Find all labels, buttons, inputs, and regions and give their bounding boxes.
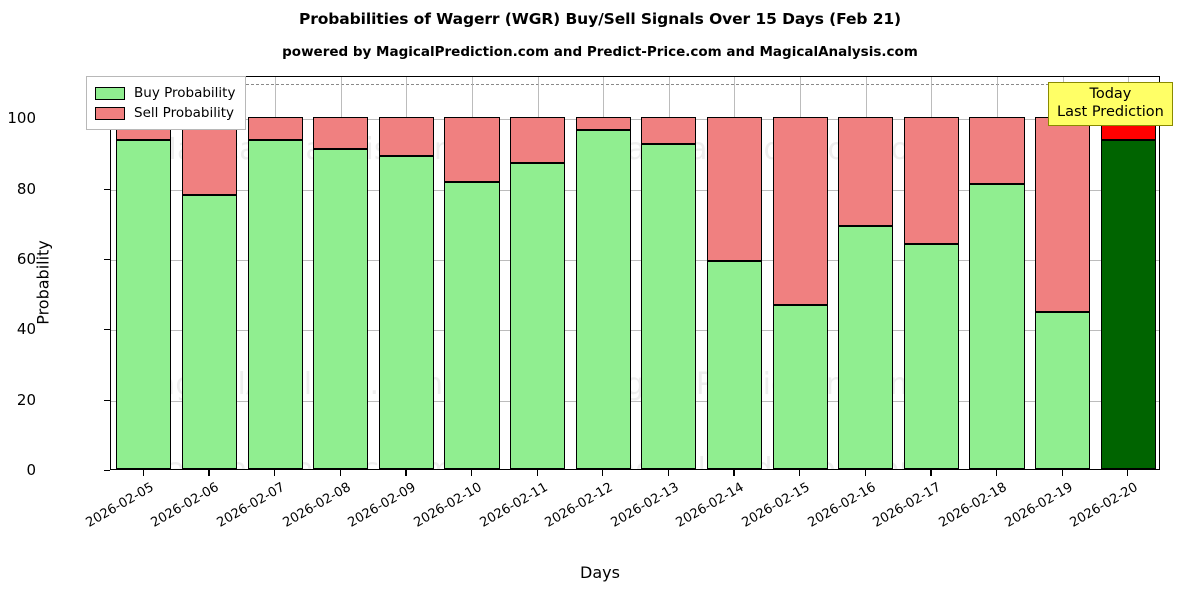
bar-segment-sell [903,117,959,244]
y-axis-tick-mark [104,470,110,472]
bar-segment-buy [838,226,894,469]
bar-segment-sell [772,117,828,306]
bar [116,117,172,469]
legend-label-sell: Sell Probability [134,105,235,121]
y-axis-tick-mark [104,258,110,261]
x-axis-tick-mark [208,470,210,476]
bar-segment-buy [247,140,303,469]
bar-segment-buy [772,305,828,469]
bar [575,117,631,469]
today-annotation-line2: Last Prediction [1057,103,1164,120]
y-axis-tick-mark [104,399,110,401]
today-annotation: Today Last Prediction [1048,82,1173,127]
bar-segment-buy [641,143,697,469]
bar [378,117,434,469]
bar-today [1100,117,1156,469]
bar-segment-sell [444,117,500,183]
x-axis-tick-mark [339,470,341,476]
bar-segment-buy [313,148,369,469]
x-axis-tick-mark [470,470,473,476]
legend-item-buy: Buy Probability [95,83,235,103]
y-axis-tick-label: 60 [16,249,36,268]
bar-segment-buy [510,162,566,469]
x-axis-tick-mark [536,470,538,476]
bar [641,117,697,469]
chart-title: Probabilities of Wagerr (WGR) Buy/Sell S… [298,10,902,28]
x-axis-tick-mark [405,470,407,476]
y-axis-tick-mark [104,188,110,190]
x-axis-tick-mark [274,470,276,476]
legend-item-sell: Sell Probability [95,103,235,123]
gridline-horizontal [111,119,1159,121]
bar [510,117,566,469]
x-axis-tick-mark [142,470,144,476]
bar-segment-buy [181,194,237,469]
gridline-horizontal [111,330,1159,332]
x-axis-tick-mark [930,470,932,476]
bar-segment-buy [575,129,631,469]
y-axis-tick-label: 20 [16,390,36,409]
legend-swatch-buy [95,86,125,100]
y-axis-tick-label: 0 [26,461,36,479]
bar-segment-buy [378,155,434,469]
bar-segment-buy [706,261,762,469]
bar [772,117,828,469]
y-axis-tick-label: 80 [16,179,36,198]
x-axis-tick-mark [995,470,998,476]
bar [706,117,762,469]
x-axis-tick-mark [667,470,669,476]
chart-legend: Buy Probability Sell Probability [86,76,247,130]
bar-series-layer [111,77,1159,469]
bar-segment-sell [575,117,631,130]
bar [181,117,237,469]
x-axis-tick-mark [733,470,735,476]
bar-segment-buy [444,182,500,469]
x-axis-tick-mark [799,470,801,476]
gridline-horizontal [111,259,1159,261]
plot-area: MagicalAnalysis.com MagicalPrediction.com… [110,76,1160,470]
x-axis-label: Days [580,563,620,582]
bar [1035,117,1091,469]
y-axis-tick-mark [104,329,110,331]
bar-segment-sell [706,117,762,262]
x-axis-tick-mark [1127,470,1129,476]
gridline-horizontal [111,189,1159,191]
bar-segment-sell [247,117,303,141]
legend-swatch-sell [95,106,125,120]
bar-segment-sell [378,117,434,156]
bar [969,117,1025,469]
today-annotation-line1: Today [1089,86,1132,102]
bar-segment-sell [1035,117,1091,313]
chart-subtitle: powered by MagicalPrediction.com and Pre… [282,44,918,60]
legend-label-buy: Buy Probability [134,85,236,101]
y-axis-tick-label: 100 [7,109,36,128]
bar [313,117,369,469]
bar-segment-buy [116,140,172,469]
bar [903,117,959,469]
bar-segment-sell [969,117,1025,185]
bar-segment-sell [313,117,369,149]
x-axis-tick-mark [864,470,866,476]
bar-segment-buy [1100,140,1156,469]
gridline-horizontal [111,400,1159,402]
bar-segment-sell [510,117,566,163]
reference-dashed-line [111,84,1159,86]
y-axis-tick-label: 40 [16,320,36,339]
bar [838,117,894,469]
bar-segment-sell [838,117,894,227]
bar-segment-buy [969,184,1025,469]
bar-segment-buy [903,243,959,469]
bar-segment-buy [1035,312,1091,469]
bar [444,117,500,469]
y-axis-label: Probability [33,240,53,325]
bar-segment-sell [641,117,697,144]
x-axis-tick-mark [1061,470,1063,476]
x-axis-tick-mark [602,470,604,476]
bar [247,117,303,469]
